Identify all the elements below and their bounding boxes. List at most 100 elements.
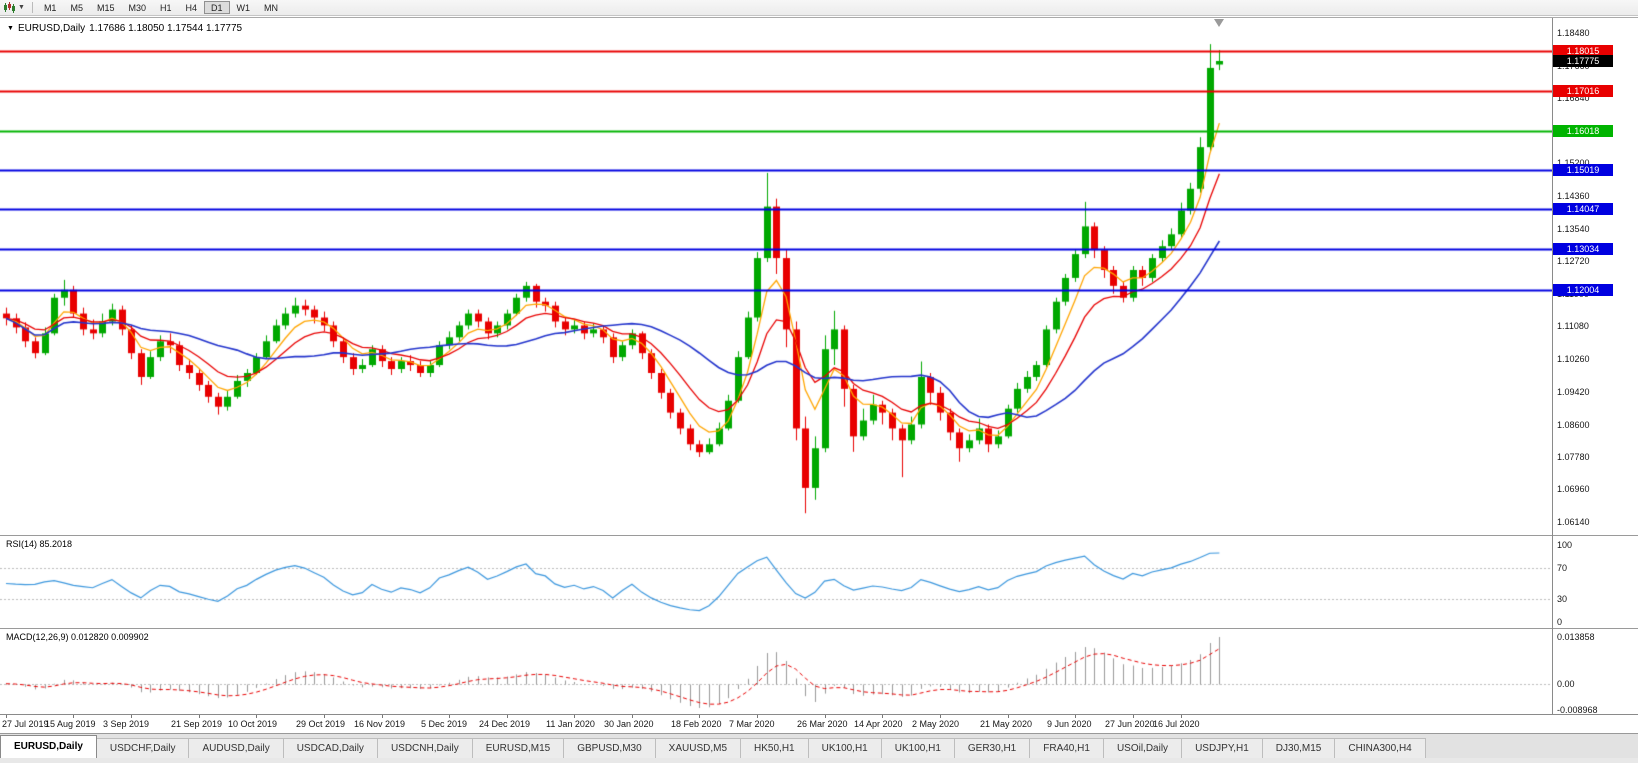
chart-tab-china300-h4[interactable]: CHINA300,H4 (1334, 738, 1426, 758)
chart-tab-usoil-daily[interactable]: USOil,Daily (1102, 738, 1183, 758)
time-axis-tick (199, 715, 200, 718)
chart-tab-xauusd-m5[interactable]: XAUUSD,M5 (654, 738, 742, 758)
time-axis-separator (0, 714, 1638, 715)
price-axis-label: 1.11080 (1557, 321, 1589, 332)
title-dropdown-icon[interactable]: ▼ (7, 25, 14, 32)
macd-label: MACD(12,26,9) (6, 632, 69, 642)
price-line-badge: 1.12004 (1553, 283, 1613, 296)
macd-value-line: 0.012820 (71, 632, 109, 642)
chart-symbol-period: EURUSD,Daily (17, 23, 86, 34)
chart-tab-eurusd-m15[interactable]: EURUSD,M15 (471, 738, 565, 758)
timeframe-button-w1[interactable]: W1 (236, 3, 251, 13)
pane-splitter[interactable] (0, 535, 1638, 536)
price-axis-label: 1.15200 (1557, 158, 1590, 168)
price-axis-label: 1.06960 (1557, 484, 1590, 495)
time-axis-tick (324, 715, 325, 718)
chart-tab-usdjpy-h1[interactable]: USDJPY,H1 (1181, 738, 1263, 758)
price-axis-label: 1.14360 (1557, 191, 1590, 202)
price-axis-label: 1.18480 (1557, 28, 1590, 39)
time-axis-label: 26 Mar 2020 (797, 719, 848, 729)
chevron-down-icon[interactable]: ▼ (18, 4, 25, 11)
time-axis-tick (1008, 715, 1009, 718)
time-axis-tick (940, 715, 941, 718)
price-axis-label: 1.07780 (1557, 451, 1590, 462)
time-axis-label: 27 Jun 2020 (1105, 719, 1155, 729)
chart-tab-usdcnh-daily[interactable]: USDCNH,Daily (376, 738, 473, 758)
rsi-axis-label: 0 (1557, 617, 1563, 627)
price-line-badge: 1.16018 (1553, 124, 1613, 137)
macd-indicator-canvas[interactable] (0, 629, 1552, 714)
time-axis-label: 16 Nov 2019 (354, 719, 406, 729)
time-axis-tick (825, 715, 826, 718)
timeframe-toolbar: ▼ M1 M5 M15 M30 H1 H4 D1 W1 MN (0, 0, 1638, 16)
macd-axis-label: -0.008968 (1557, 705, 1598, 715)
price-line-badge: 1.15019 (1553, 164, 1613, 177)
chart-tab-hk50-h1[interactable]: HK50,H1 (740, 738, 809, 758)
timeframe-button-d1[interactable]: D1 (204, 1, 230, 14)
time-axis-tick (1133, 715, 1134, 718)
price-axis-label: 1.06140 (1557, 516, 1590, 527)
time-axis-label: 21 May 2020 (980, 719, 1033, 729)
price-line-badge: 1.14047 (1553, 202, 1613, 215)
time-axis-label: 30 Jan 2020 (604, 719, 654, 729)
chart-ohlc-values: 1.17686 1.18050 1.17544 1.17775 (89, 23, 243, 34)
price-axis-label: 1.16840 (1557, 93, 1590, 104)
rsi-value: 85.2018 (39, 539, 73, 549)
chart-tab-uk100-h1-2[interactable]: UK100,H1 (880, 738, 955, 758)
timeframe-button-h4[interactable]: H4 (185, 3, 198, 13)
price-axis-label: 1.09420 (1557, 387, 1590, 397)
chart-tab-bar: EURUSD,Daily USDCHF,Daily AUDUSD,Daily USDC… (0, 733, 1638, 758)
chart-tab-uk100-h1[interactable]: UK100,H1 (807, 738, 882, 758)
time-axis-tick (757, 715, 758, 718)
chart-window: ▼ EURUSD,Daily 1.17686 1.18050 1.17544 1… (0, 17, 1638, 733)
time-axis-label: 9 Jun 2020 (1047, 719, 1092, 729)
tab-bar-filler (1425, 734, 1638, 758)
chart-tab-dj30-m15[interactable]: DJ30,M15 (1261, 738, 1336, 758)
time-axis-label: 14 Apr 2020 (854, 719, 903, 729)
time-axis-tick (699, 715, 700, 718)
rsi-axis-label: 70 (1557, 563, 1568, 574)
chart-tab-eurusd-daily[interactable]: EURUSD,Daily (0, 735, 97, 758)
time-axis-tick (882, 715, 883, 718)
chart-tab-audusd-daily[interactable]: AUDUSD,Daily (188, 738, 284, 758)
price-chart-canvas[interactable] (0, 18, 1552, 535)
pane-splitter[interactable] (0, 628, 1638, 629)
time-axis-tick (382, 715, 383, 718)
time-axis-label: 15 Aug 2019 (45, 719, 96, 729)
price-axis-label: 1.08600 (1557, 419, 1590, 430)
time-axis-tick (1181, 715, 1182, 718)
time-axis-label: 21 Sep 2019 (171, 719, 223, 729)
timeframe-button-m30[interactable]: M30 (128, 3, 146, 13)
chart-tab-fra40-h1[interactable]: FRA40,H1 (1029, 738, 1104, 758)
time-axis-label: 16 Jul 2020 (1153, 719, 1200, 729)
timeframe-button-h1[interactable]: H1 (160, 3, 172, 13)
time-axis-label: 29 Oct 2019 (296, 719, 346, 729)
candlestick-chart-icon[interactable] (3, 2, 16, 13)
price-line-badge: 1.18015 (1553, 45, 1613, 58)
chart-tab-usdchf-daily[interactable]: USDCHF,Daily (95, 738, 190, 758)
chart-tab-gbpusd-m30[interactable]: GBPUSD,M30 (563, 738, 656, 758)
timeframe-button-m15[interactable]: M15 (96, 3, 115, 13)
price-axis-label: 1.13540 (1557, 223, 1590, 234)
rsi-axis-label: 30 (1557, 593, 1568, 604)
time-axis-tick (1075, 715, 1076, 718)
chart-tab-ger30-h1[interactable]: GER30,H1 (953, 738, 1031, 758)
time-axis-label: 5 Dec 2019 (421, 719, 468, 729)
time-axis-tick (131, 715, 132, 718)
bottom-strip (0, 758, 1638, 763)
macd-axis-label: 0.00 (1557, 679, 1575, 689)
time-axis-tick (6, 715, 7, 718)
price-line-badge: 1.17016 (1553, 85, 1613, 98)
time-axis-label: 24 Dec 2019 (479, 719, 531, 729)
time-axis-tick (449, 715, 450, 718)
price-axis-separator (1552, 18, 1553, 714)
rsi-indicator-canvas[interactable] (0, 536, 1552, 628)
time-axis-label: 2 May 2020 (912, 719, 960, 729)
timeframe-button-m1[interactable]: M1 (43, 3, 57, 13)
chart-tab-usdcad-daily[interactable]: USDCAD,Daily (282, 738, 378, 758)
chart-title: ▼ EURUSD,Daily 1.17686 1.18050 1.17544 1… (7, 23, 242, 34)
timeframe-button-mn[interactable]: MN (264, 3, 279, 13)
chart-shift-marker-icon[interactable] (1214, 19, 1224, 27)
time-axis-tick (632, 715, 633, 718)
timeframe-button-m5[interactable]: M5 (70, 3, 83, 13)
